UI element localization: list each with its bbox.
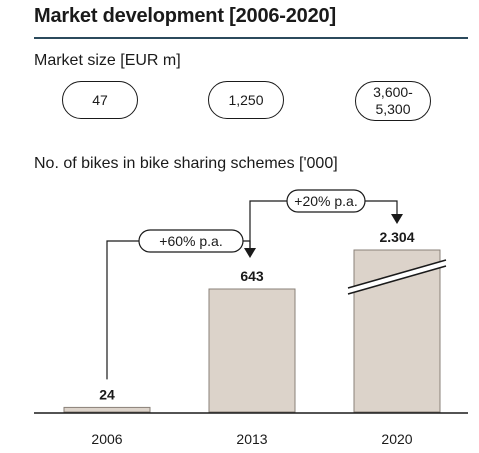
- axis-break-line-upper: [347, 259, 447, 289]
- bar-2013: [208, 288, 296, 413]
- market-size-value-line1: 3,600-: [373, 84, 413, 100]
- market-size-label: Market size [EUR m]: [34, 52, 181, 69]
- axis-break-line-lower: [347, 265, 447, 295]
- bar-2006: [63, 406, 151, 413]
- value-label-2006: 24: [99, 386, 115, 402]
- growth-pill-2006-2013: [138, 229, 244, 253]
- market-size-value: 47: [92, 91, 108, 108]
- x-tick-label-2013: 2013: [236, 431, 267, 447]
- value-label-2020: 2.304: [379, 229, 414, 245]
- growth-annotations-group: +60% p.a. +20% p.a.: [138, 189, 366, 253]
- market-size-pill-2013: 1,250: [208, 81, 284, 119]
- growth-pill-2013-2020: [286, 189, 366, 213]
- axis-break-gap: [348, 260, 446, 294]
- growth-label-2006-2013: +60% p.a.: [159, 233, 222, 249]
- x-tick-label-2020: 2020: [381, 431, 412, 447]
- bars-group: [63, 249, 447, 413]
- x-tick-label-2006: 2006: [91, 431, 122, 447]
- labels-group: 24 2006 643 2013 2.304 2020: [91, 229, 414, 447]
- page-title: Market development [2006-2020]: [34, 5, 336, 27]
- market-size-value-line2: 5,300: [375, 101, 411, 117]
- growth-label-2013-2020: +20% p.a.: [294, 193, 357, 209]
- market-size-pill-2020: 3,600- 5,300: [355, 81, 431, 121]
- market-size-pill-2006: 47: [62, 81, 138, 119]
- market-size-value: 1,250: [228, 91, 264, 108]
- arrow-down-icon: [391, 214, 403, 224]
- title-divider: [34, 37, 468, 39]
- bikes-section-label: No. of bikes in bike sharing schemes ['0…: [34, 155, 338, 172]
- value-label-2013: 643: [240, 268, 264, 284]
